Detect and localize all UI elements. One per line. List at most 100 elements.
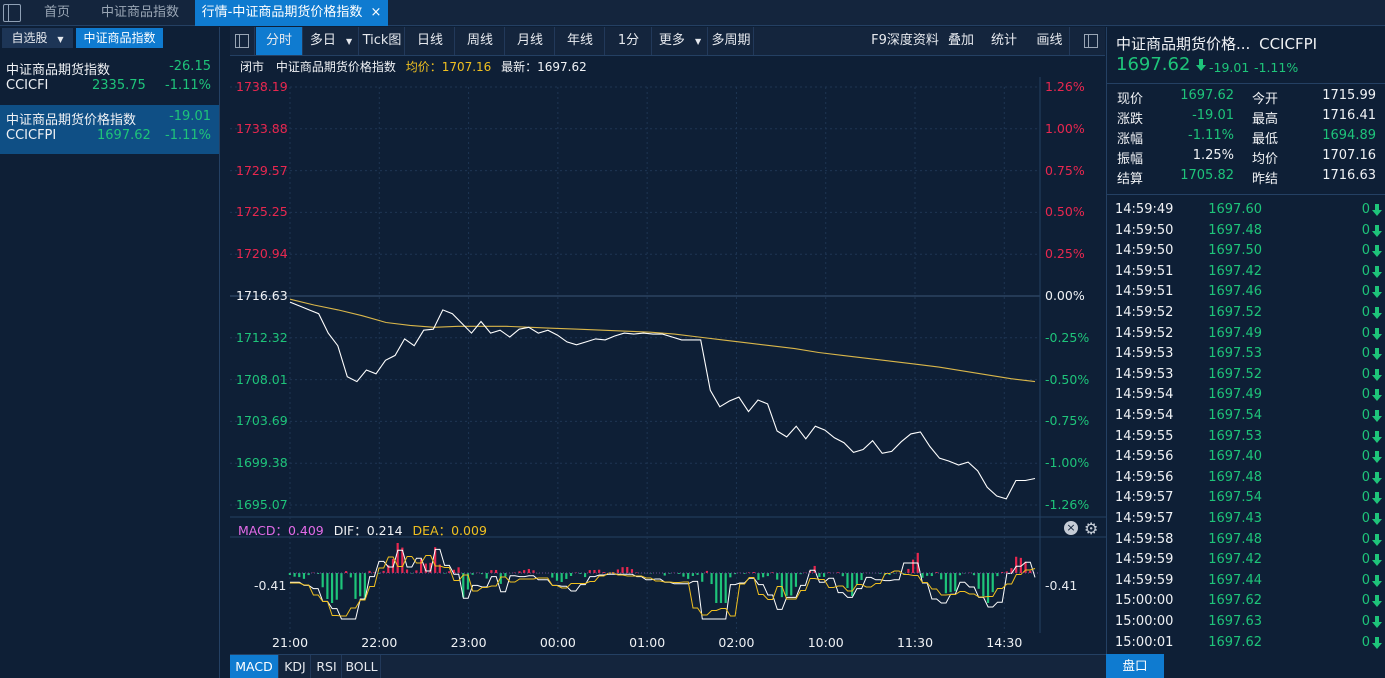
time-axis-tick: 23:00 bbox=[450, 635, 487, 650]
macd-bar bbox=[368, 570, 371, 573]
tab-quote-ccicfpi[interactable]: 行情-中证商品期货价格指数 × bbox=[195, 0, 388, 26]
toolbar-btn-weekly[interactable]: 周线 bbox=[456, 27, 505, 55]
tick-price: 1697.60 bbox=[1208, 202, 1262, 217]
toolbar-btn-draw[interactable]: 画线 bbox=[1030, 27, 1070, 55]
tab-csi-commodity-index[interactable]: 中证商品指数 bbox=[100, 5, 179, 20]
toolbar-btn-overlay[interactable]: 叠加 bbox=[947, 33, 974, 48]
macd-bar bbox=[349, 573, 352, 578]
macd-bar bbox=[991, 573, 994, 593]
watchlist-tab-csi[interactable]: 中证商品指数 bbox=[76, 28, 163, 48]
price-series-line bbox=[289, 301, 1036, 500]
macd-bar bbox=[757, 573, 760, 580]
panel-toggle-icon[interactable] bbox=[230, 27, 255, 55]
tab-home[interactable]: 首页 bbox=[43, 5, 70, 20]
macd-bar bbox=[902, 573, 905, 574]
price-axis-tick: 1733.88 bbox=[236, 120, 288, 136]
arrow-down-icon bbox=[1372, 616, 1382, 628]
tick-price: 1697.48 bbox=[1208, 531, 1262, 547]
pct-axis-tick: -1.26% bbox=[1045, 497, 1090, 512]
arrow-down-icon bbox=[1372, 492, 1382, 505]
price-axis-tick: 1725.25 bbox=[236, 204, 288, 220]
tick-row: 14:59:57 1697.43 0 bbox=[1107, 509, 1385, 530]
gear-icon[interactable]: ⚙ bbox=[1084, 519, 1099, 538]
macd-bar bbox=[846, 573, 849, 589]
macd-bar bbox=[630, 569, 634, 573]
close-icon[interactable]: × bbox=[1064, 521, 1078, 535]
instrument-name: 中证商品期货价格指数 bbox=[275, 60, 396, 74]
macd-bar bbox=[893, 573, 896, 574]
macd-bar bbox=[977, 573, 980, 589]
macd-bar bbox=[555, 573, 559, 581]
tick-price: 1697.42 bbox=[1208, 552, 1262, 568]
tick-row: 14:59:50 1697.50 0 bbox=[1107, 241, 1385, 262]
macd-bar bbox=[921, 573, 924, 578]
divider bbox=[1107, 83, 1385, 84]
indicator-tab-boll[interactable]: BOLL bbox=[343, 655, 381, 678]
watchlist-item-ccicfpi[interactable]: 中证商品期货价格指数 -19.01 CCICFPI 1697.62 -1.11% bbox=[0, 105, 219, 154]
watchlist-change: -26.15 bbox=[169, 59, 211, 74]
top-tab-bar: 首页 中证商品指数 行情-中证商品期货价格指数 × bbox=[0, 0, 1385, 26]
macd-bar bbox=[813, 565, 816, 573]
tab-quote-label: 行情-中证商品期货价格指数 bbox=[201, 5, 363, 20]
macd-bar bbox=[715, 573, 718, 603]
watchlist-item-ccicfi[interactable]: 中证商品期货指数 -26.15 CCICFI 2335.75 -1.11% bbox=[0, 56, 219, 105]
toolbar-btn-more[interactable]: 更多 ▼ bbox=[653, 27, 708, 55]
toolbar-btn-monthly[interactable]: 月线 bbox=[506, 27, 555, 55]
toolbar-btn-tick[interactable]: Tick图 bbox=[360, 27, 405, 55]
macd-bar bbox=[879, 573, 882, 574]
toolbar-btn-multiperiod[interactable]: 多周期 bbox=[709, 27, 754, 55]
quote-value: -1.11% bbox=[1188, 128, 1234, 143]
chart-grid bbox=[230, 77, 1106, 633]
macd-bar bbox=[972, 573, 976, 576]
macd-bar bbox=[560, 573, 563, 583]
tick-price: 1697.53 bbox=[1208, 428, 1262, 444]
arrow-down-icon bbox=[1372, 348, 1382, 361]
tick-price: 1697.42 bbox=[1208, 263, 1262, 279]
watchlist-dropdown[interactable]: 自选股 ▼ bbox=[2, 28, 73, 48]
toolbar-btn-1min[interactable]: 1分 bbox=[606, 27, 652, 55]
macd-bar bbox=[527, 568, 530, 573]
indicator-tab-rsi[interactable]: RSI bbox=[312, 655, 342, 678]
chart-info-line: 闭市 中证商品期货价格指数 均价：1707.16 最新：1697.62 bbox=[230, 57, 1040, 77]
toolbar-btn-multiday[interactable]: 多日 ▼ bbox=[304, 27, 359, 55]
tick-time: 14:59:59 bbox=[1115, 552, 1174, 568]
tick-row: 14:59:53 1697.52 0 bbox=[1107, 365, 1385, 386]
tab-close-icon[interactable]: × bbox=[370, 5, 382, 20]
tick-volume: 0 bbox=[1361, 449, 1370, 465]
macd-bar bbox=[602, 572, 605, 573]
tick-row: 14:59:51 1697.42 0 bbox=[1107, 262, 1385, 283]
right-panel-toggle-icon[interactable] bbox=[1078, 27, 1104, 55]
toolbar-btn-yearly[interactable]: 年线 bbox=[556, 27, 605, 55]
latest-price-label: 最新：1697.62 bbox=[501, 60, 587, 74]
tick-price: 1697.40 bbox=[1208, 449, 1262, 465]
panel-toggle-svg bbox=[235, 34, 249, 48]
sidebar-toggle-icon[interactable] bbox=[3, 4, 21, 22]
pct-axis-tick: 0.25% bbox=[1045, 246, 1085, 262]
pct-axis-tick: 1.00% bbox=[1045, 120, 1085, 136]
macd-bar bbox=[682, 573, 685, 577]
time-axis-tick: 00:00 bbox=[539, 635, 576, 650]
tick-time: 14:59:54 bbox=[1115, 408, 1174, 423]
macd-bar bbox=[935, 572, 938, 573]
tick-time: 14:59:56 bbox=[1115, 449, 1174, 465]
indicator-tab-macd[interactable]: MACD bbox=[230, 655, 279, 678]
tab-order-book[interactable]: 盘口 bbox=[1106, 654, 1164, 678]
macd-bar bbox=[434, 547, 437, 573]
toolbar-btn-daily[interactable]: 日线 bbox=[406, 27, 455, 55]
intraday-chart-area[interactable]: 1738.19 1.26% 1733.88 1.00% 1729.57 0.75% 1725… bbox=[230, 77, 1106, 654]
toolbar-btn-intraday[interactable]: 分时 bbox=[256, 27, 303, 55]
indicator-tab-kdj[interactable]: KDJ bbox=[280, 655, 311, 678]
macd-bar bbox=[424, 563, 427, 573]
macd-bar bbox=[588, 570, 591, 573]
toolbar-btn-f9[interactable]: F9深度资料 bbox=[871, 33, 939, 48]
tick-price: 1697.53 bbox=[1208, 346, 1262, 362]
macd-bar bbox=[387, 565, 390, 573]
arrow-down-icon bbox=[1372, 430, 1382, 443]
toolbar-btn-stats[interactable]: 统计 bbox=[990, 33, 1017, 48]
quote-panel: 中证商品期货价格... CCICFPI 1697.62 -19.01 -1.11… bbox=[1106, 27, 1385, 678]
tick-price: 1697.54 bbox=[1208, 408, 1262, 423]
watchlist-code: CCICFI bbox=[6, 78, 49, 93]
macd-bar bbox=[396, 543, 399, 573]
tick-price: 1697.49 bbox=[1208, 325, 1262, 341]
quote-label: 涨幅 bbox=[1117, 132, 1144, 147]
